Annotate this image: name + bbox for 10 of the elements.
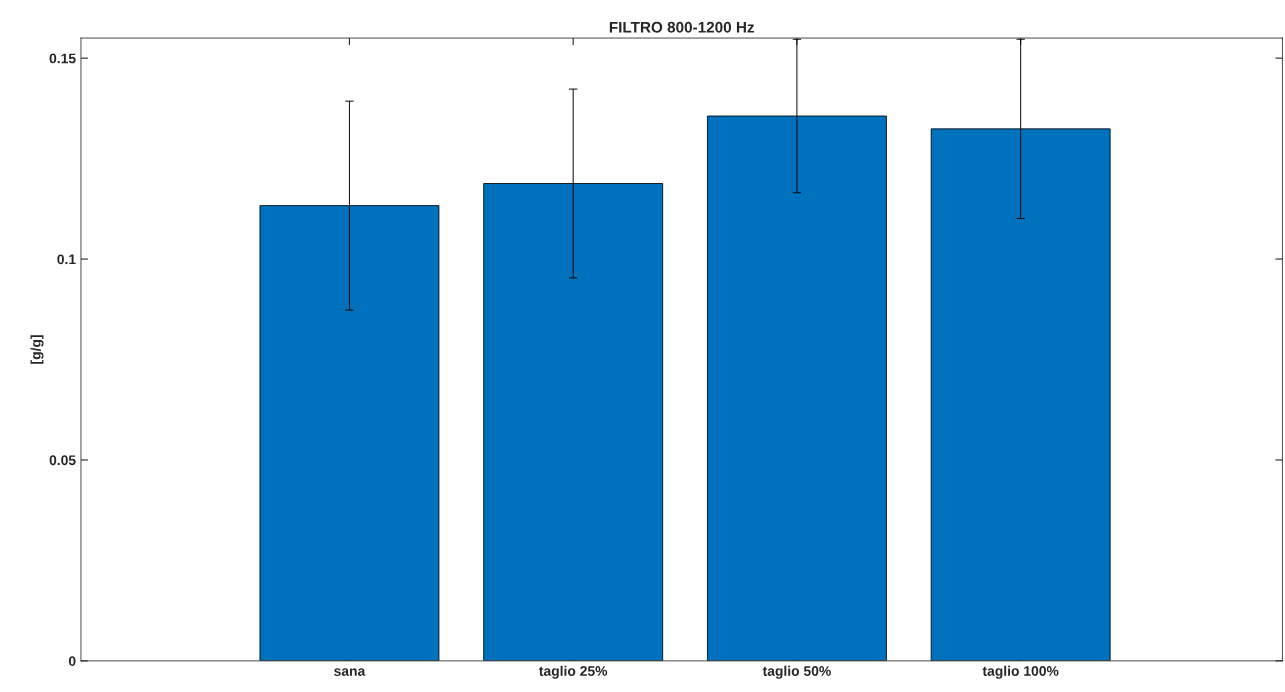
y-tick-label: 0.1 [57,254,76,265]
x-tick-label: taglio 100% [982,665,1059,679]
chart-title: FILTRO 800-1200 Hz [609,21,755,33]
x-tick-label: taglio 50% [762,665,831,679]
x-tick-label: taglio 25% [539,665,608,679]
y-tick-label: 0.15 [49,53,76,64]
y-tick-label: 0.05 [49,455,76,466]
y-tick-label: 0 [68,656,76,667]
x-tick-label: sana [334,668,366,676]
y-axis-title: [g/g] [30,335,44,364]
